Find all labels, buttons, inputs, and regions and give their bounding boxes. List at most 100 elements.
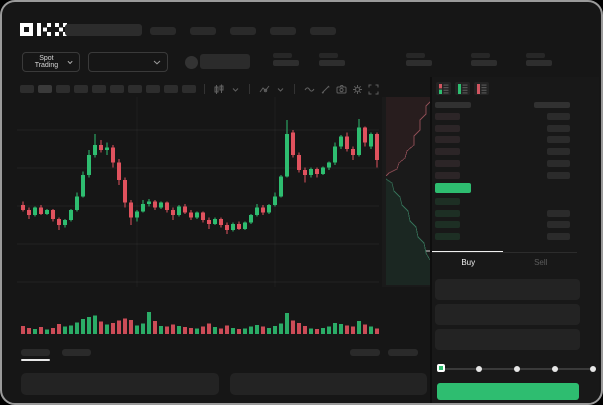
- price-column-header: [435, 102, 471, 108]
- bid-row[interactable]: [432, 209, 599, 217]
- book-asks-icon[interactable]: [474, 82, 489, 95]
- bid-row[interactable]: [432, 198, 599, 205]
- slider-handle[interactable]: [437, 364, 445, 372]
- gear-icon[interactable]: [351, 83, 363, 95]
- ask-price-placeholder: [435, 159, 460, 167]
- ask-row[interactable]: [432, 171, 599, 179]
- amount-input[interactable]: [435, 304, 580, 325]
- ask-amount-placeholder: [547, 171, 570, 179]
- ask-amount-placeholder: [547, 148, 570, 156]
- tab-sell[interactable]: Sell: [534, 257, 548, 267]
- search-input[interactable]: [65, 24, 142, 36]
- chevron-down-icon: [67, 60, 73, 64]
- bid-price-placeholder: [435, 198, 460, 205]
- ask-price-placeholder: [435, 148, 460, 156]
- bid-row[interactable]: [432, 233, 599, 241]
- chevron-down-icon[interactable]: [229, 83, 241, 95]
- stat-label-placeholder: [526, 53, 545, 58]
- ask-price-placeholder: [435, 171, 460, 179]
- market-type-label: Spot Trading: [34, 55, 59, 69]
- timeframe-button[interactable]: [146, 85, 160, 93]
- timeframe-button[interactable]: [164, 85, 178, 93]
- bid-amount-placeholder: [547, 221, 570, 229]
- price-chart[interactable]: [17, 97, 432, 342]
- nav-item-placeholder[interactable]: [150, 27, 176, 35]
- buy-submit-button[interactable]: [437, 383, 579, 400]
- camera-icon[interactable]: [335, 83, 347, 95]
- ask-row[interactable]: [432, 148, 599, 156]
- toolbar-separator: [294, 84, 295, 94]
- ask-price-placeholder: [435, 136, 460, 144]
- timeframe-button[interactable]: [20, 85, 34, 93]
- trade-tabs: Buy Sell: [432, 252, 577, 271]
- nav-item-placeholder[interactable]: [230, 27, 256, 35]
- draw-icon[interactable]: [319, 83, 331, 95]
- ask-row[interactable]: [432, 124, 599, 132]
- bottom-control-placeholder[interactable]: [350, 349, 380, 356]
- timeframe-button[interactable]: [38, 85, 52, 93]
- slider-step-dot[interactable]: [552, 366, 558, 372]
- book-combined-icon[interactable]: [436, 82, 451, 95]
- bottom-tab-active[interactable]: [21, 349, 50, 356]
- bid-price-placeholder: [435, 209, 460, 217]
- history-panel-placeholder: [230, 373, 427, 395]
- stat-label-placeholder: [471, 53, 490, 58]
- market-stat-group: [319, 53, 345, 66]
- amount-slider[interactable]: [437, 364, 596, 373]
- stat-value-placeholder: [319, 60, 345, 66]
- nav-item-placeholder[interactable]: [190, 27, 216, 35]
- orderbook-trade-panel: Buy Sell: [432, 77, 599, 403]
- indicator-icon[interactable]: [258, 83, 270, 95]
- book-bids-icon[interactable]: [455, 82, 470, 95]
- line-style-icon[interactable]: [303, 83, 315, 95]
- price-input[interactable]: [435, 279, 580, 300]
- bid-price-placeholder: [435, 221, 460, 229]
- top-nav: [150, 27, 336, 35]
- bid-row[interactable]: [432, 221, 599, 229]
- timeframe-button[interactable]: [110, 85, 124, 93]
- ask-row[interactable]: [432, 113, 599, 120]
- ask-amount-placeholder: [547, 136, 570, 144]
- ask-amount-placeholder: [547, 159, 570, 167]
- ask-amount-placeholder: [547, 124, 570, 132]
- slider-step-dot[interactable]: [476, 366, 482, 372]
- timeframe-button[interactable]: [128, 85, 142, 93]
- amount-column-header: [534, 102, 570, 108]
- coin-avatar: [185, 56, 198, 69]
- timeframe-button[interactable]: [92, 85, 106, 93]
- bottom-tabs: [21, 349, 91, 356]
- market-stat-group: [471, 53, 497, 66]
- market-stats: [273, 53, 552, 66]
- pair-selector-dropdown[interactable]: [88, 52, 168, 72]
- candle-type-icon[interactable]: [213, 83, 225, 95]
- bottom-tab[interactable]: [62, 349, 91, 356]
- bottom-control-placeholder[interactable]: [388, 349, 418, 356]
- nav-item-placeholder[interactable]: [310, 27, 336, 35]
- market-type-selector[interactable]: Spot Trading: [22, 52, 80, 72]
- total-input[interactable]: [435, 329, 580, 350]
- bottom-tab-underline: [21, 359, 50, 361]
- fullscreen-icon[interactable]: [367, 83, 379, 95]
- stat-value-placeholder: [471, 60, 497, 66]
- tab-buy[interactable]: Buy: [461, 257, 476, 267]
- ask-row[interactable]: [432, 159, 599, 167]
- bid-amount-placeholder: [547, 209, 570, 217]
- chart-toolbar: [20, 83, 379, 95]
- stat-value-placeholder: [406, 60, 432, 66]
- chevron-down-icon[interactable]: [274, 83, 286, 95]
- market-stat-group: [526, 53, 552, 66]
- stat-value-placeholder: [526, 60, 552, 66]
- timeframe-button[interactable]: [74, 85, 88, 93]
- nav-item-placeholder[interactable]: [270, 27, 296, 35]
- okx-logo[interactable]: [20, 23, 68, 36]
- slider-step-dot[interactable]: [590, 366, 596, 372]
- ask-row[interactable]: [432, 136, 599, 144]
- last-price-bar[interactable]: [435, 183, 471, 193]
- timeframe-button[interactable]: [56, 85, 70, 93]
- panel-divider: [430, 77, 432, 403]
- stat-label-placeholder: [273, 53, 292, 58]
- timeframe-button[interactable]: [182, 85, 196, 93]
- slider-step-dot[interactable]: [514, 366, 520, 372]
- stat-label-placeholder: [319, 53, 338, 58]
